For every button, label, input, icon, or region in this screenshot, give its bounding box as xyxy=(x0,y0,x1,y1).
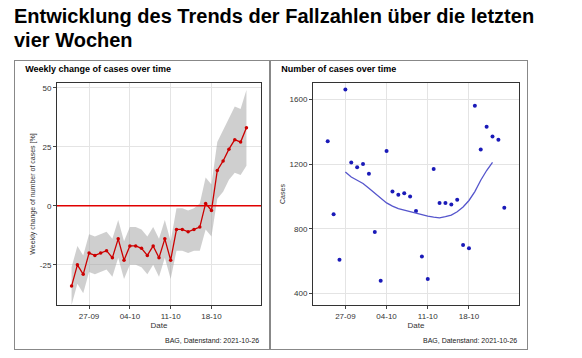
svg-text:11-10: 11-10 xyxy=(161,312,181,321)
svg-text:Number of cases over time: Number of cases over time xyxy=(281,64,396,74)
svg-text:BAG, Datenstand: 2021-10-26: BAG, Datenstand: 2021-10-26 xyxy=(423,337,517,344)
svg-text:50: 50 xyxy=(42,84,51,93)
svg-text:Weekly change of cases over ti: Weekly change of cases over time xyxy=(25,64,171,74)
svg-text:0: 0 xyxy=(47,202,52,211)
svg-text:-25: -25 xyxy=(40,261,52,270)
svg-text:Weekly change of number of cas: Weekly change of number of cases [%] xyxy=(29,133,37,254)
svg-text:11-10: 11-10 xyxy=(418,312,438,321)
svg-text:18-10: 18-10 xyxy=(201,312,222,321)
html-text:Entwicklung des Trends der Fal: Entwicklung des Trends der Fallzahlen üb… xyxy=(14,5,535,51)
svg-text:Date: Date xyxy=(151,321,168,330)
svg-text:25: 25 xyxy=(42,143,51,152)
svg-text:800: 800 xyxy=(294,225,308,234)
svg-text:04-10: 04-10 xyxy=(120,312,141,321)
svg-text:Date: Date xyxy=(408,321,425,330)
svg-text:BAG, Datenstand: 2021-10-26: BAG, Datenstand: 2021-10-26 xyxy=(165,337,259,344)
svg-text:27-09: 27-09 xyxy=(79,312,100,321)
svg-text:1200: 1200 xyxy=(290,160,308,169)
svg-text:27-09: 27-09 xyxy=(335,312,356,321)
svg-text:18-10: 18-10 xyxy=(459,312,480,321)
svg-text:04-10: 04-10 xyxy=(376,312,397,321)
svg-text:1600: 1600 xyxy=(290,95,308,104)
svg-text:Cases: Cases xyxy=(279,184,286,204)
svg-text:400: 400 xyxy=(294,289,308,298)
